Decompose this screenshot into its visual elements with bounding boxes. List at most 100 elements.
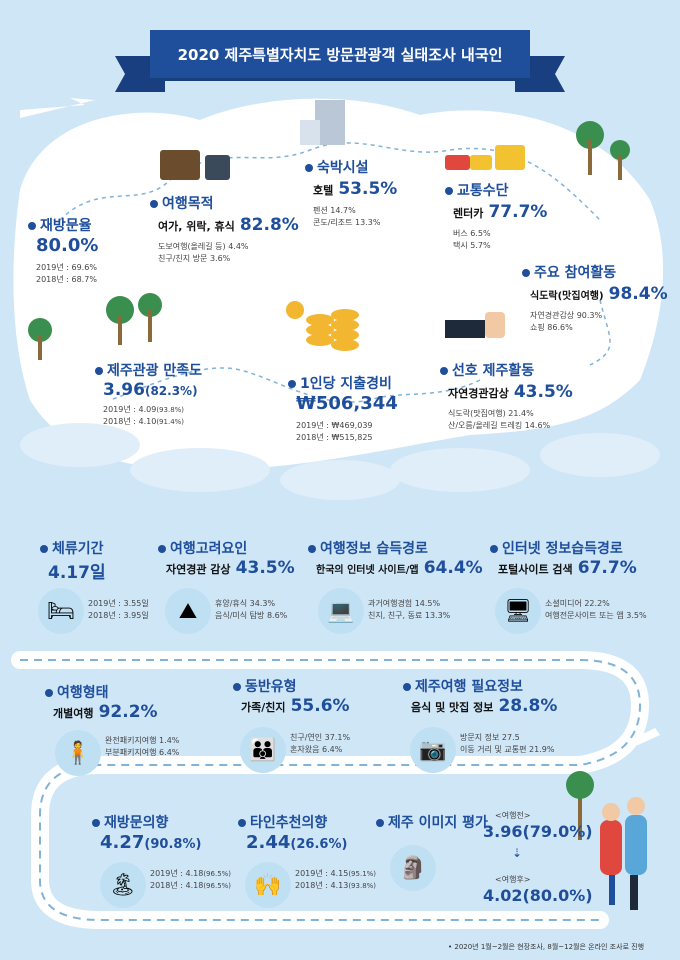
bullet-icon — [45, 689, 53, 697]
preferred-main-label: 자연경관감상 — [448, 387, 509, 400]
companion-item: 친구/연인 37.1% — [290, 733, 351, 742]
arrow-down-icon: ⇣ — [512, 846, 523, 860]
bullet-icon — [238, 819, 246, 827]
internet-path-title: 인터넷 정보습득경로 — [502, 541, 623, 557]
travel-type-item: 부분패키지여행 6.4% — [105, 748, 180, 757]
revisit-intent-item-pct: (96.5%) — [203, 870, 232, 878]
image-eval-block: 제주 이미지 평가 — [376, 812, 488, 832]
companion-main-value: 55.6% — [290, 696, 350, 716]
recommend-item: 2018년 : 4.13 — [295, 881, 349, 890]
satisfaction-block: 제주관광 만족도 3.96(82.3%) 2019년 : 4.09(93.8%)… — [95, 360, 202, 428]
factor-main-label: 자연경관 감상 — [166, 563, 231, 576]
revisit-intent-title: 재방문의향 — [104, 815, 169, 831]
transport-main-value: 77.7% — [488, 202, 548, 222]
info-path-title: 여행정보 습득경로 — [320, 541, 428, 557]
travel-type-title: 여행형태 — [57, 685, 109, 701]
revisit-intent-value-pct: (90.8%) — [144, 837, 202, 852]
island-icon: 🏝 — [100, 862, 146, 908]
info-path-main-value: 64.4% — [423, 558, 483, 578]
factor-item: 음식/미식 탐방 8.6% — [215, 611, 288, 620]
travel-type-item: 완전패키지여행 1.4% — [105, 736, 180, 745]
bullet-icon — [305, 164, 313, 172]
bullet-icon — [92, 819, 100, 827]
spending-title: 1인당 지출경비 — [300, 376, 392, 392]
factor-main-value: 43.5% — [235, 558, 295, 578]
preferred-title: 선호 제주활동 — [452, 363, 535, 379]
revisit-value: 80.0% — [36, 235, 99, 256]
factor-block: 여행고려요인 자연경관 감상 43.5% — [158, 538, 295, 578]
transport-main-label: 렌터카 — [453, 207, 484, 220]
bullet-icon — [158, 545, 166, 553]
travel-type-main-label: 개별여행 — [53, 707, 94, 720]
laptop-icon: 💻 — [318, 588, 364, 634]
footnote: • 2020년 1월~2월은 현장조사, 8월~12월은 온라인 조사로 진행 — [448, 943, 645, 951]
spending-block: 1인당 지출경비 ₩506,344 2019년 : ₩469,039 2018년… — [288, 373, 398, 444]
companion-title: 동반유형 — [245, 679, 297, 695]
satisfaction-2018: 2018년 : 4.10 — [103, 417, 157, 426]
bullet-icon — [95, 367, 103, 375]
companion-block: 동반유형 가족/친지 55.6% — [233, 676, 350, 716]
internet-path-main-label: 포털사이트 검색 — [498, 563, 573, 576]
lodging-main-label: 호텔 — [313, 184, 334, 197]
travel-type-block: 여행형태 개별여행 92.2% — [45, 682, 158, 722]
stay-value: 4.17일 — [48, 563, 106, 583]
activity-item: 자연경관감상 90.3% — [530, 311, 603, 320]
bullet-icon — [40, 545, 48, 553]
needed-info-block: 제주여행 필요정보 음식 및 맛집 정보 28.8% — [403, 676, 557, 716]
revisit-2019: 2019년 : 69.6% — [36, 263, 97, 272]
internet-path-block: 인터넷 정보습득경로 포털사이트 검색 67.7% — [490, 538, 637, 578]
purpose-main-value: 82.8% — [239, 215, 299, 235]
image-eval-before-value: 3.96(79.0%) — [483, 822, 593, 841]
revisit-2018: 2018년 : 68.7% — [36, 275, 97, 284]
lodging-main-value: 53.5% — [338, 179, 398, 199]
recommend-title: 타인추천의향 — [250, 815, 328, 831]
page-title: 2020 제주특별자치도 방문관광객 실태조사 내국인 — [150, 30, 530, 78]
landscape-icon: ⛰ — [165, 588, 211, 634]
transport-item: 택시 5.7% — [453, 241, 491, 250]
activity-item: 쇼핑 86.6% — [530, 323, 573, 332]
purpose-block: 여행목적 여가, 위락, 휴식 82.8% 도보여행(올레길 등) 4.4% 친… — [150, 193, 299, 265]
recommend-value-pct: (26.6%) — [290, 837, 348, 852]
lodging-item: 펜션 14.7% — [313, 206, 356, 215]
stay-title: 체류기간 — [52, 541, 104, 557]
stay-item: 2018년 : 3.95일 — [88, 611, 149, 620]
bullet-icon — [445, 187, 453, 195]
revisit-intent-item: 2018년 : 4.18 — [150, 881, 204, 890]
activity-title: 주요 참여활동 — [534, 265, 617, 281]
bullet-icon — [288, 380, 296, 388]
traveler-icon: 🧍 — [55, 730, 101, 776]
info-path-main-label: 한국의 인터넷 사이트/앱 — [316, 565, 419, 576]
bullet-icon — [150, 200, 158, 208]
preferred-item: 식도락(맛집여행) 21.4% — [448, 409, 534, 418]
satisfaction-2018-pct: (91.4%) — [156, 418, 185, 426]
travel-type-main-value: 92.2% — [98, 702, 158, 722]
recommend-item-pct: (95.1%) — [348, 870, 377, 878]
bullet-icon — [308, 545, 316, 553]
factor-title: 여행고려요인 — [170, 541, 248, 557]
recommend-value: 2.44 — [246, 832, 291, 853]
satisfaction-title: 제주관광 만족도 — [107, 363, 203, 379]
info-path-item: 과거여행경험 14.5% — [368, 599, 441, 608]
needed-info-main-value: 28.8% — [498, 696, 558, 716]
recommend-block: 타인추천의향 2.44(26.6%) — [238, 812, 347, 853]
bullet-icon — [376, 819, 384, 827]
bullet-icon — [440, 367, 448, 375]
revisit-intent-item-pct: (96.5%) — [203, 882, 232, 890]
bed-icon: 🛏 — [38, 588, 84, 634]
needed-info-item: 이동 거리 및 교통편 21.9% — [460, 745, 555, 754]
transport-block: 교통수단 렌터카 77.7% 버스 6.5% 택시 5.7% — [445, 180, 547, 252]
purpose-title: 여행목적 — [162, 196, 214, 212]
companion-item: 혼자왔음 6.4% — [290, 745, 343, 754]
bullet-icon — [522, 269, 530, 277]
transport-title: 교통수단 — [457, 183, 509, 199]
spending-value: ₩506,344 — [296, 393, 398, 414]
companion-main-label: 가족/친지 — [241, 701, 286, 714]
factor-item: 휴양/휴식 34.3% — [215, 599, 276, 608]
camera-icon: 📷 — [410, 727, 456, 773]
recommend-item: 2019년 : 4.15 — [295, 869, 349, 878]
info-path-item: 친지, 친구, 동료 13.3% — [368, 611, 451, 620]
internet-path-main-value: 67.7% — [577, 558, 637, 578]
bullet-icon — [233, 683, 241, 691]
lodging-title: 숙박시설 — [317, 160, 369, 176]
lodging-block: 숙박시설 호텔 53.5% 펜션 14.7% 콘도/리조트 13.3% — [305, 157, 397, 229]
